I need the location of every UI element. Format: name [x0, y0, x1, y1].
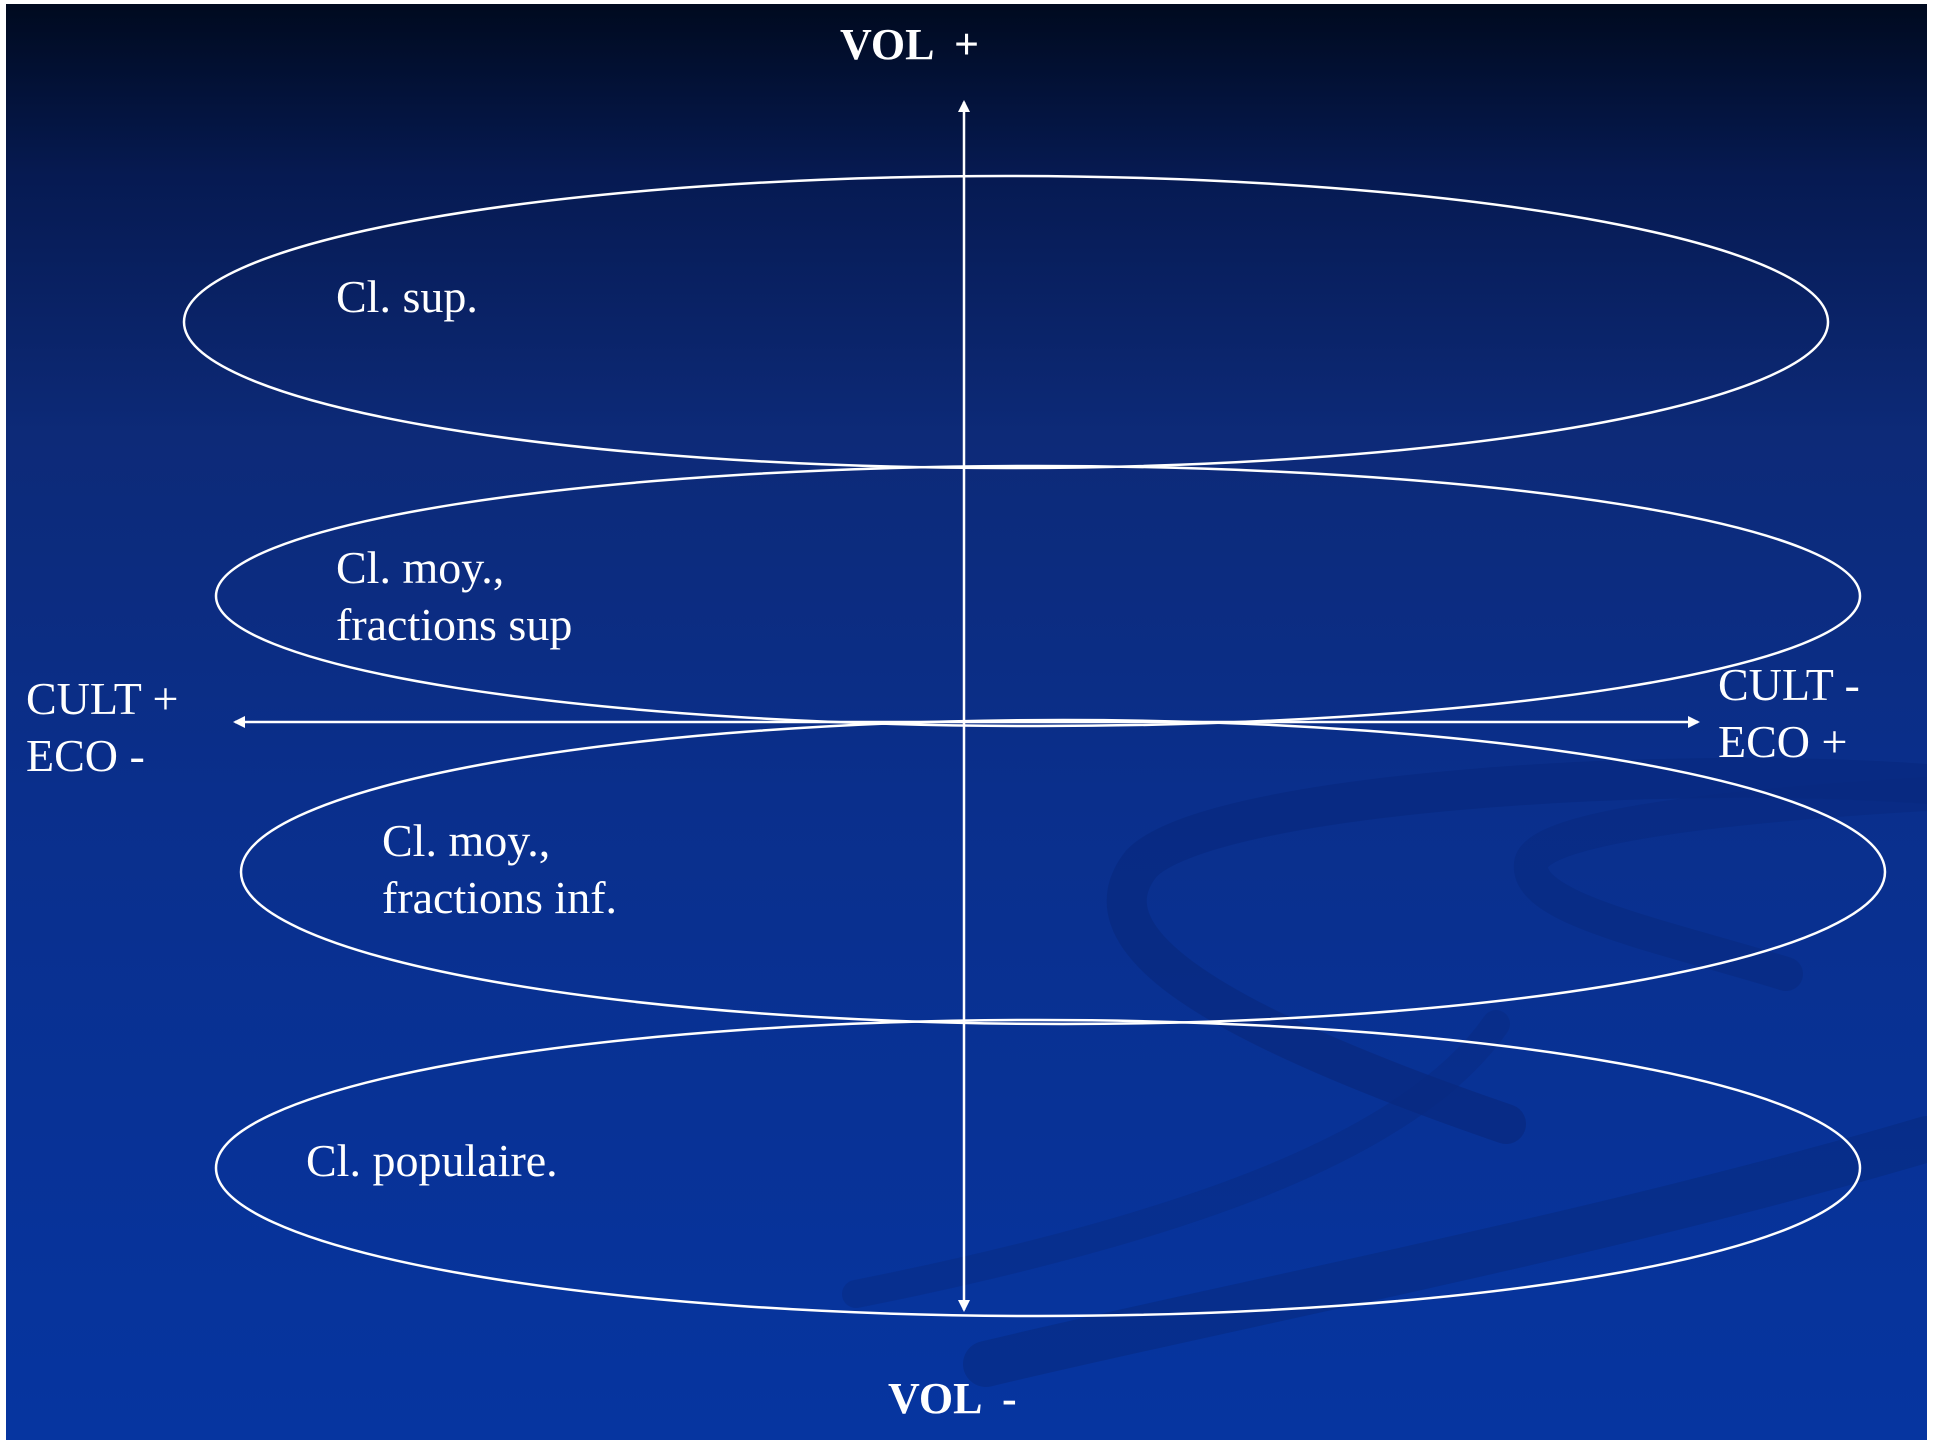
class-label-line2: fractions sup: [336, 599, 573, 650]
background-swoosh-decoration: [842, 757, 1927, 1387]
right-label-line2: ECO +: [1718, 716, 1848, 767]
horizontal-axis-right-label: CULT - ECO +: [1718, 656, 1860, 770]
horizontal-axis-left-label: CULT + ECO -: [26, 670, 179, 784]
right-label-line1: CULT -: [1718, 659, 1860, 710]
class-label-line1: Cl. populaire.: [306, 1135, 558, 1186]
class-label-populaire: Cl. populaire.: [306, 1132, 558, 1189]
class-label-line2: fractions inf.: [382, 872, 618, 923]
vertical-axis-top-label: VOL +: [840, 20, 980, 69]
left-label-line1: CULT +: [26, 673, 179, 724]
left-label-line2: ECO -: [26, 730, 145, 781]
class-label-line1: Cl. moy.,: [336, 542, 505, 593]
class-label-moy-sup: Cl. moy., fractions sup: [336, 539, 572, 653]
class-label-moy-inf: Cl. moy., fractions inf.: [382, 812, 617, 926]
class-label-line1: Cl. moy.,: [382, 815, 551, 866]
slide-canvas: VOL + VOL - CULT + ECO - CULT - ECO + Cl…: [6, 4, 1927, 1440]
class-label-line1: Cl. sup.: [336, 271, 478, 322]
ellipse-class-populaire: [214, 1018, 1862, 1318]
vertical-axis-bottom-label: VOL -: [888, 1374, 1017, 1423]
diagram-svg: [182, 100, 1927, 1387]
ellipse-class-sup: [182, 174, 1830, 470]
class-label-sup: Cl. sup.: [336, 268, 478, 325]
